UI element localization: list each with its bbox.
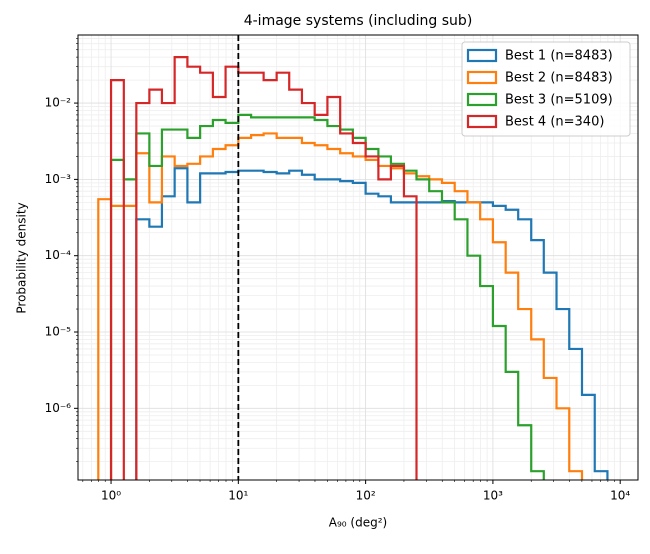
y-axis-label: Probability density — [15, 202, 29, 313]
y-tick-label: 10⁻⁵ — [45, 325, 72, 339]
axes-frame — [77, 34, 639, 481]
chart-title: 4-image systems (including sub) — [244, 13, 473, 29]
histogram-step — [135, 56, 418, 480]
legend-swatch — [466, 48, 498, 63]
y-tick-label: 10⁻³ — [45, 172, 72, 186]
x-axis-label: A₉₀ (deg²) — [329, 516, 387, 530]
x-tick-label: 10⁴ — [610, 489, 630, 503]
x-tick-label: 10³ — [483, 489, 503, 503]
y-tick-label: 10⁻² — [45, 96, 72, 110]
y-tick-label: 10⁻⁶ — [45, 401, 72, 415]
histogram-step — [97, 132, 584, 480]
histogram-step — [109, 79, 125, 480]
plot-area — [97, 56, 609, 480]
histogram-step — [135, 167, 609, 480]
legend-label: Best 2 (n=8483) — [505, 71, 613, 86]
x-tick-label: 10¹ — [228, 489, 248, 503]
legend-label: Best 3 (n=5109) — [505, 93, 613, 108]
legend-label: Best 4 (n=340) — [505, 115, 604, 130]
y-tick-label: 10⁻⁴ — [45, 248, 72, 262]
legend-box — [461, 41, 631, 137]
x-tick-label: 10⁰ — [101, 489, 121, 503]
legend-swatch — [466, 92, 498, 107]
legend-swatch — [466, 114, 498, 129]
legend-swatch — [466, 70, 498, 85]
legend-label: Best 1 (n=8483) — [505, 49, 613, 64]
x-tick-label: 10² — [356, 489, 376, 503]
